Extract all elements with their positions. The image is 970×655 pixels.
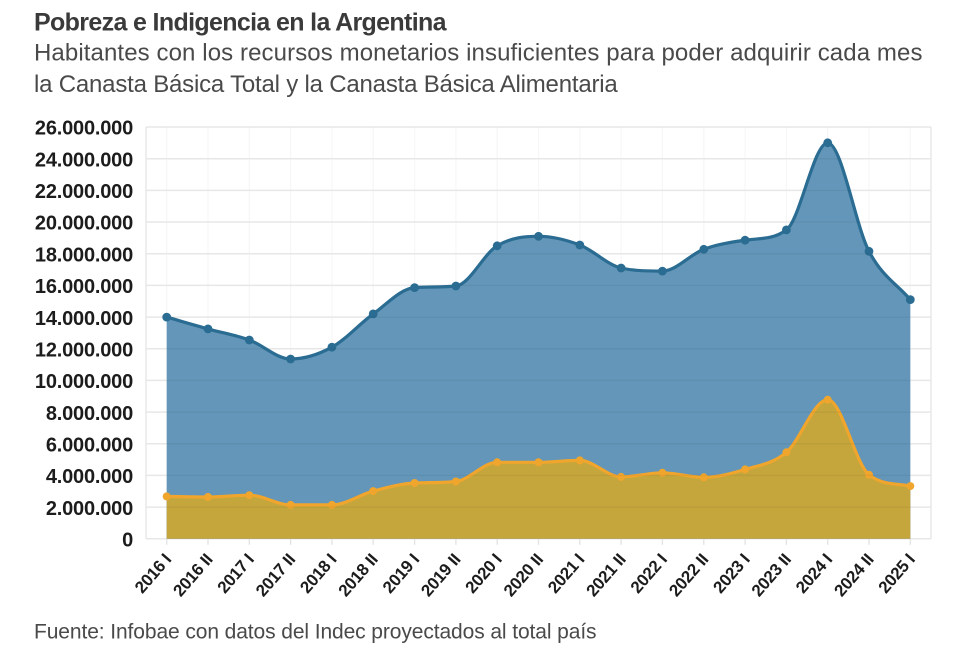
svg-text:22.000.000: 22.000.000 [35,181,133,203]
svg-text:14.000.000: 14.000.000 [35,308,133,330]
svg-text:20.000.000: 20.000.000 [35,213,133,235]
svg-text:2023 I: 2023 I [709,550,753,597]
svg-text:0: 0 [122,530,133,552]
svg-text:6.000.000: 6.000.000 [46,435,133,457]
svg-text:la Canasta Básica Total y la C: la Canasta Básica Total y la Canasta Bás… [34,71,618,98]
svg-text:2020 I: 2020 I [462,550,506,597]
svg-text:2024 II: 2024 II [830,550,877,600]
svg-text:2019 II: 2019 II [417,550,464,600]
svg-text:Habitantes con los recursos mo: Habitantes con los recursos monetarios i… [34,40,923,67]
svg-text:2.000.000: 2.000.000 [46,498,133,520]
svg-text:24.000.000: 24.000.000 [35,149,133,171]
svg-text:2018 II: 2018 II [335,550,382,600]
svg-text:2025 I: 2025 I [875,550,919,597]
svg-text:2019 I: 2019 I [379,550,423,597]
svg-text:Pobreza e Indigencia en la Arg: Pobreza e Indigencia en la Argentina [34,9,448,37]
svg-text:2021 II: 2021 II [583,550,630,600]
svg-text:2021 I: 2021 I [544,550,588,597]
svg-text:12.000.000: 12.000.000 [35,339,133,361]
svg-text:16.000.000: 16.000.000 [35,276,133,298]
svg-text:2016 II: 2016 II [169,550,216,600]
svg-text:2024 I: 2024 I [792,550,836,597]
svg-text:26.000.000: 26.000.000 [35,118,133,140]
svg-text:8.000.000: 8.000.000 [46,403,133,425]
svg-text:2022 I: 2022 I [627,550,671,597]
svg-text:2023 II: 2023 II [748,550,795,600]
svg-text:10.000.000: 10.000.000 [35,371,133,393]
svg-text:Fuente: Infobae con datos del: Fuente: Infobae con datos del Indec proy… [34,621,596,644]
svg-text:2020 II: 2020 II [500,550,547,600]
svg-text:2017 I: 2017 I [214,550,258,597]
svg-text:2022 II: 2022 II [665,550,712,600]
svg-text:2017 II: 2017 II [252,550,299,600]
svg-text:2016 I: 2016 I [131,550,175,597]
svg-text:4.000.000: 4.000.000 [46,466,133,488]
svg-text:18.000.000: 18.000.000 [35,244,133,266]
svg-text:2018 I: 2018 I [296,550,340,597]
